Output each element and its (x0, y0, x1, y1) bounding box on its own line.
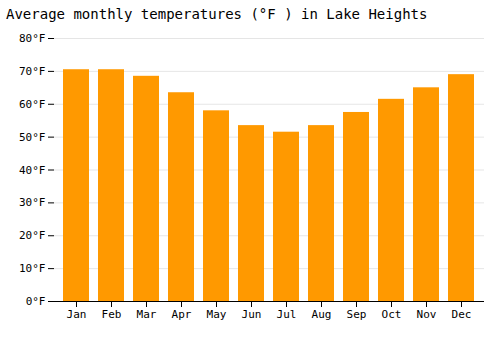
svg-text:20°F: 20°F (19, 229, 46, 242)
svg-text:30°F: 30°F (19, 196, 46, 209)
svg-text:Aug: Aug (312, 308, 332, 321)
svg-text:50°F: 50°F (19, 131, 46, 144)
svg-text:Feb: Feb (102, 308, 122, 321)
svg-text:Apr: Apr (172, 308, 192, 321)
svg-text:70°F: 70°F (19, 65, 46, 78)
svg-text:10°F: 10°F (19, 262, 46, 275)
svg-text:Jun: Jun (242, 308, 262, 321)
svg-text:60°F: 60°F (19, 98, 46, 111)
svg-text:Jul: Jul (277, 308, 297, 321)
svg-text:Dec: Dec (452, 308, 472, 321)
html-text:Average monthly temperatures (: Average monthly temperatures (°F ) in La… (6, 6, 428, 22)
svg-text:Nov: Nov (417, 308, 437, 321)
svg-text:Sep: Sep (347, 308, 367, 321)
svg-text:Oct: Oct (382, 308, 402, 321)
svg-text:Jan: Jan (67, 308, 87, 321)
svg-text:May: May (207, 308, 227, 321)
svg-text:Mar: Mar (137, 308, 157, 321)
svg-text:80°F: 80°F (19, 32, 46, 45)
svg-text:40°F: 40°F (19, 164, 46, 177)
svg-text:0°F: 0°F (26, 295, 46, 308)
